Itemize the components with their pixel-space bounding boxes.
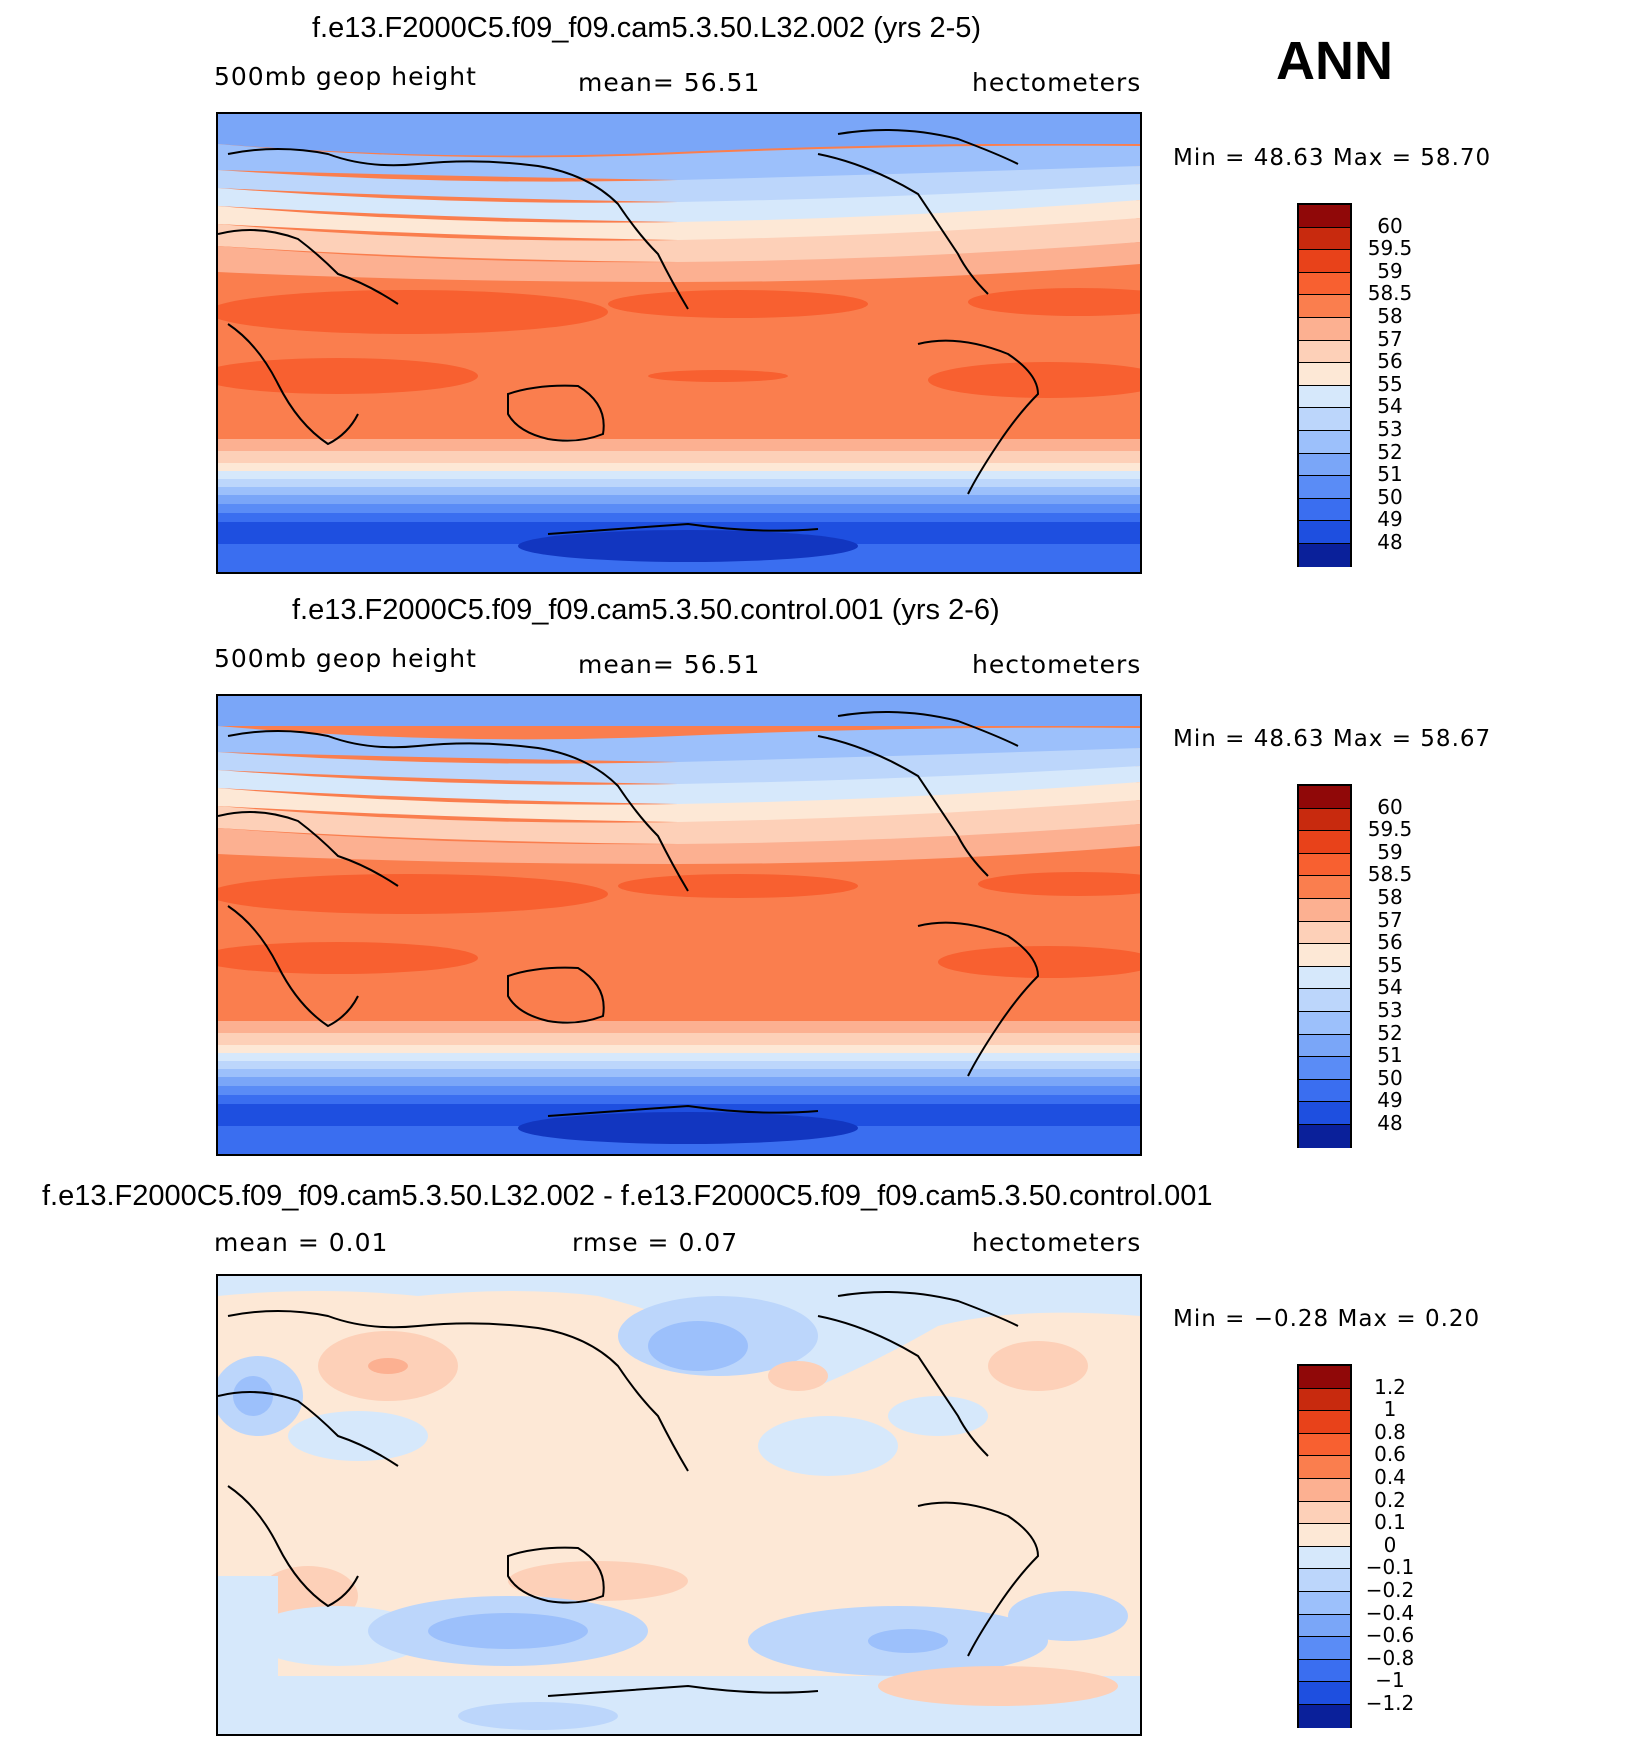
panel3-title: f.e13.F2000C5.f09_f09.cam5.3.50.L32.002 … xyxy=(42,1180,1213,1212)
panel3-rmse: rmse = 0.07 xyxy=(572,1228,739,1257)
panel2-colorbar-label: 59.5 xyxy=(1367,817,1413,842)
panel2-variable: 500mb geop height xyxy=(214,644,477,673)
panel1-colorbar-label: 57 xyxy=(1377,326,1403,351)
panel3-colorbar-label: 1 xyxy=(1383,1397,1397,1422)
panel3-colorbar-label: −0.2 xyxy=(1365,1578,1415,1602)
panel2-colorbar-label: 52 xyxy=(1377,1020,1403,1045)
panel1-colorbar-label: 52 xyxy=(1377,439,1403,464)
panel1-variable: 500mb geop height xyxy=(214,62,477,91)
panel1-colorbar-label: 59.5 xyxy=(1367,236,1413,261)
panel1-minmax: Min = 48.63 Max = 58.70 xyxy=(1173,145,1492,171)
panel1-colorbar-label: 54 xyxy=(1377,394,1403,419)
panel3-colorbar-label: −1 xyxy=(1375,1668,1405,1693)
panel2-colorbar xyxy=(1297,784,1352,1148)
panel3-colorbar-label: 0 xyxy=(1383,1532,1397,1557)
panel1-colorbar-label: 58.5 xyxy=(1367,281,1413,306)
season-label: ANN xyxy=(1276,31,1393,91)
panel2-colorbar-label: 60 xyxy=(1377,794,1403,819)
panel2-colorbar-label: 57 xyxy=(1377,907,1403,932)
panel1-colorbar-label: 51 xyxy=(1377,462,1403,487)
panel1-title: f.e13.F2000C5.f09_f09.cam5.3.50.L32.002 … xyxy=(312,12,982,44)
panel3-minmax: Min = −0.28 Max = 0.20 xyxy=(1173,1306,1481,1332)
panel2-colorbar-label: 58.5 xyxy=(1367,862,1413,887)
panel1-colorbar-label: 48 xyxy=(1377,530,1403,554)
panel2-colorbar-label: 51 xyxy=(1377,1043,1403,1068)
panel1-colorbar-label: 50 xyxy=(1377,484,1403,509)
panel3-colorbar-label: 0.2 xyxy=(1374,1487,1406,1512)
panel3-colorbar xyxy=(1297,1364,1352,1728)
panel3-colorbar-label: 0.8 xyxy=(1374,1419,1406,1444)
panel2-colorbar-label: 56 xyxy=(1377,930,1403,955)
panel1-colorbar-label: 60 xyxy=(1377,213,1403,238)
panel1-colorbar-label: 58 xyxy=(1377,304,1403,328)
panel1-colorbar xyxy=(1297,203,1352,567)
panel2-field xyxy=(218,696,1140,1154)
panel1-colorbar-label: 49 xyxy=(1377,507,1403,532)
panel3-colorbar-label: −0.8 xyxy=(1365,1645,1415,1670)
panel2-colorbar-label: 53 xyxy=(1377,998,1403,1022)
panel2-title: f.e13.F2000C5.f09_f09.cam5.3.50.control.… xyxy=(292,594,1000,626)
panel3-colorbar-label: −0.6 xyxy=(1365,1623,1415,1648)
panel2-mean: mean= 56.51 xyxy=(578,650,761,679)
panel2-colorbar-label: 48 xyxy=(1377,1111,1403,1135)
panel1-colorbar-label: 53 xyxy=(1377,417,1403,441)
panel3-map xyxy=(216,1274,1142,1736)
panel2-colorbar-label: 54 xyxy=(1377,975,1403,1000)
panel2-units: hectometers xyxy=(972,650,1142,679)
panel3-mean: mean = 0.01 xyxy=(214,1228,389,1257)
panel2-minmax: Min = 48.63 Max = 58.67 xyxy=(1173,726,1492,752)
panel2-colorbar-label: 49 xyxy=(1377,1088,1403,1113)
panel2-colorbar-label: 55 xyxy=(1377,952,1403,977)
panel3-colorbar-label: −0.4 xyxy=(1365,1600,1415,1625)
panel3-colorbar-label: −0.1 xyxy=(1365,1555,1415,1580)
panel2-colorbar-label: 58 xyxy=(1377,885,1403,909)
panel1-colorbar-label: 56 xyxy=(1377,349,1403,374)
panel2-map xyxy=(216,694,1142,1156)
panel1-map xyxy=(216,112,1142,574)
panel1-units: hectometers xyxy=(972,68,1142,97)
panel3-colorbar-label: 0.4 xyxy=(1374,1465,1406,1489)
panel3-colorbar-label: −1.2 xyxy=(1365,1691,1415,1715)
panel1-field xyxy=(218,114,1140,572)
panel3-units: hectometers xyxy=(972,1228,1142,1257)
panel1-colorbar-label: 59 xyxy=(1377,258,1403,283)
panel2-colorbar-label: 50 xyxy=(1377,1065,1403,1090)
panel1-mean: mean= 56.51 xyxy=(578,68,761,97)
panel1-colorbar-label: 55 xyxy=(1377,371,1403,396)
panel2-colorbar-label: 59 xyxy=(1377,839,1403,864)
panel3-field xyxy=(218,1276,1140,1734)
panel3-colorbar-label: 0.6 xyxy=(1374,1442,1406,1467)
panel3-colorbar-label: 1.2 xyxy=(1374,1374,1406,1399)
panel3-colorbar-label: 0.1 xyxy=(1374,1510,1406,1535)
